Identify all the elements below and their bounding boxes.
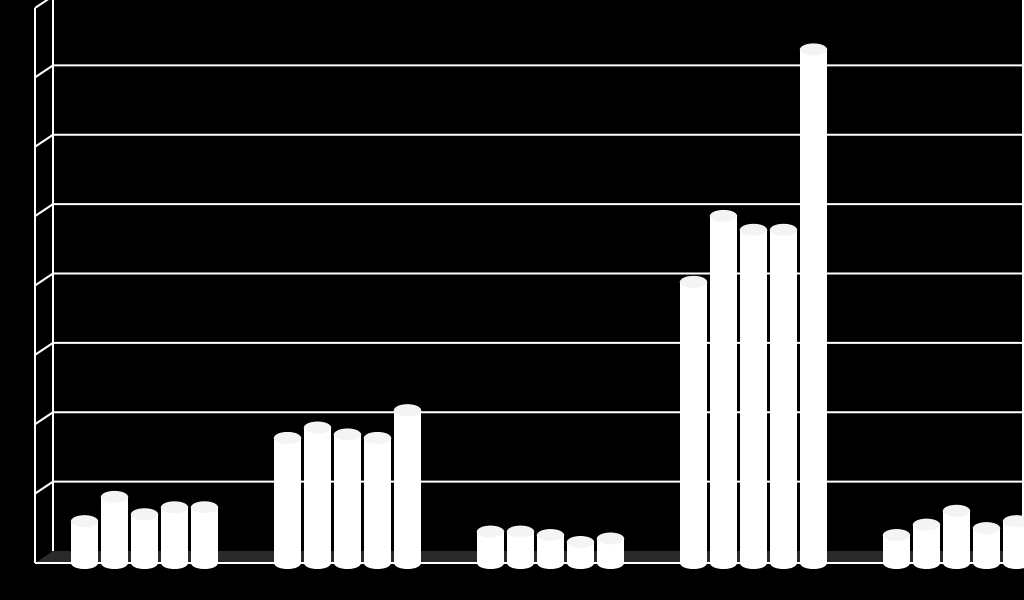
bar [913,519,940,569]
bar [567,536,594,569]
bar [597,533,624,569]
bar [710,210,737,569]
bar [394,404,421,569]
bar [507,526,534,569]
bar [740,224,767,569]
bar [274,432,301,569]
bar [883,529,910,569]
bar [191,502,218,569]
bar [101,491,128,569]
bar [800,44,827,569]
bar [680,276,707,569]
bar [304,422,331,569]
bar [477,526,504,569]
bar-chart [0,0,1024,600]
bar [364,432,391,569]
bar [334,429,361,569]
bar [1003,515,1024,569]
bar [71,515,98,569]
bar [943,505,970,569]
bar [770,224,797,569]
bar [131,508,158,568]
bar [973,522,1000,569]
bar [161,502,188,569]
bar [537,529,564,569]
